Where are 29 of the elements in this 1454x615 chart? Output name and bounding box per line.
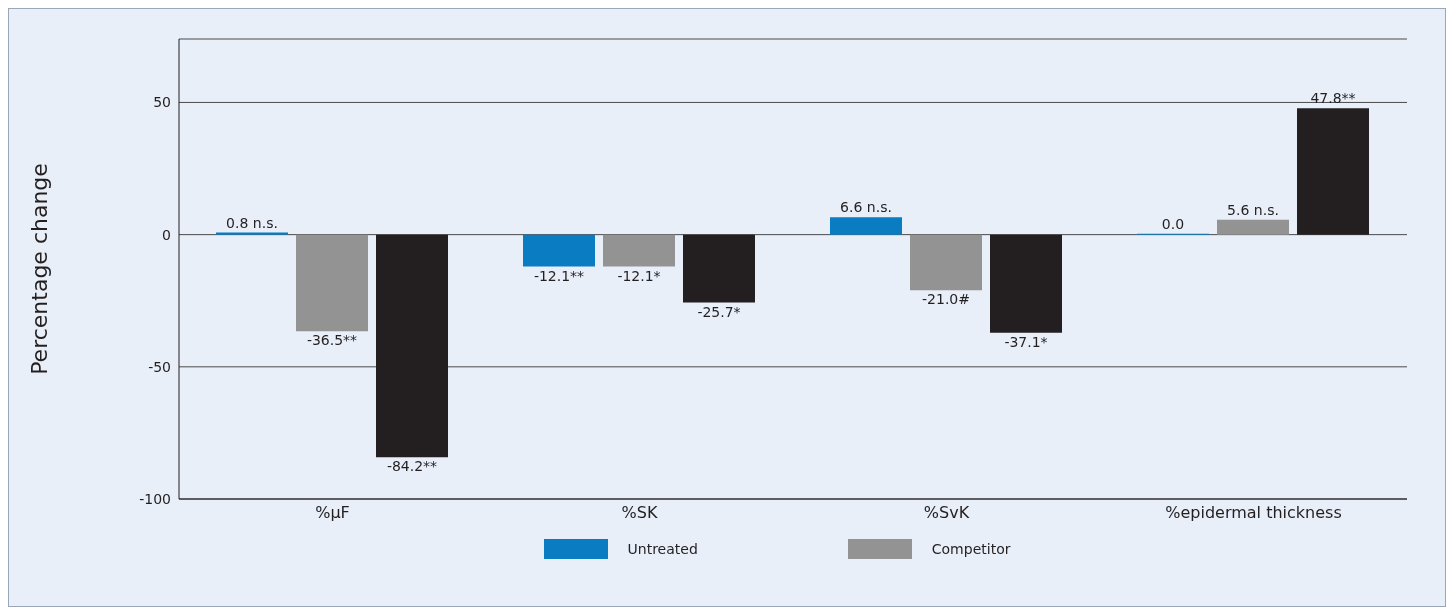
x-tick-label: %SK [621, 503, 658, 523]
data-label: 0.8 n.s. [226, 214, 278, 231]
x-tick-label: %epidermal thickness [1165, 503, 1342, 523]
bar [523, 234, 595, 267]
bar [830, 217, 902, 235]
data-label: -25.7* [697, 303, 741, 320]
data-label: -36.5** [306, 332, 358, 349]
legend-label: Competitor [931, 541, 1011, 557]
data-label: -21.0# [922, 291, 970, 308]
bar [1217, 219, 1289, 235]
data-label: -84.2** [386, 458, 438, 475]
data-label: 5.6 n.s. [1227, 201, 1279, 218]
y-tick-label: 50 [153, 94, 171, 111]
y-axis-title: Percentage change [26, 163, 52, 375]
x-tick-label: %µF [315, 503, 350, 523]
y-tick-label: -100 [139, 490, 171, 507]
y-tick-label: -50 [148, 358, 171, 375]
data-label: -37.1* [1004, 333, 1048, 350]
data-label: 6.6 n.s. [840, 199, 892, 216]
bar [603, 234, 675, 267]
y-tick-label: 0 [162, 226, 171, 243]
bar [910, 234, 982, 291]
x-tick-label: %SvK [923, 503, 970, 523]
legend-label: Untreated [627, 541, 698, 557]
bar [296, 234, 368, 332]
data-label: -12.1** [533, 267, 585, 284]
bar [216, 232, 288, 235]
data-label: -12.1* [617, 267, 661, 284]
data-label: 0.0 [1161, 215, 1185, 232]
